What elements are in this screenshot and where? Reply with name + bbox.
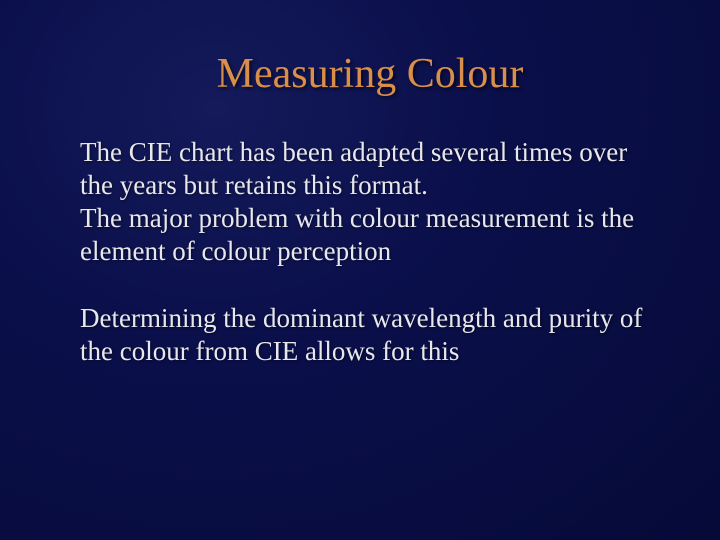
slide-body: The CIE chart has been adapted several t… — [80, 136, 660, 368]
paragraph-3: Determining the dominant wavelength and … — [80, 302, 660, 368]
slide-title: Measuring Colour — [80, 50, 660, 98]
paragraph-2: The major problem with colour measuremen… — [80, 202, 660, 268]
slide-container: Measuring Colour The CIE chart has been … — [0, 0, 720, 540]
paragraph-gap — [80, 268, 660, 302]
paragraph-1: The CIE chart has been adapted several t… — [80, 136, 660, 202]
